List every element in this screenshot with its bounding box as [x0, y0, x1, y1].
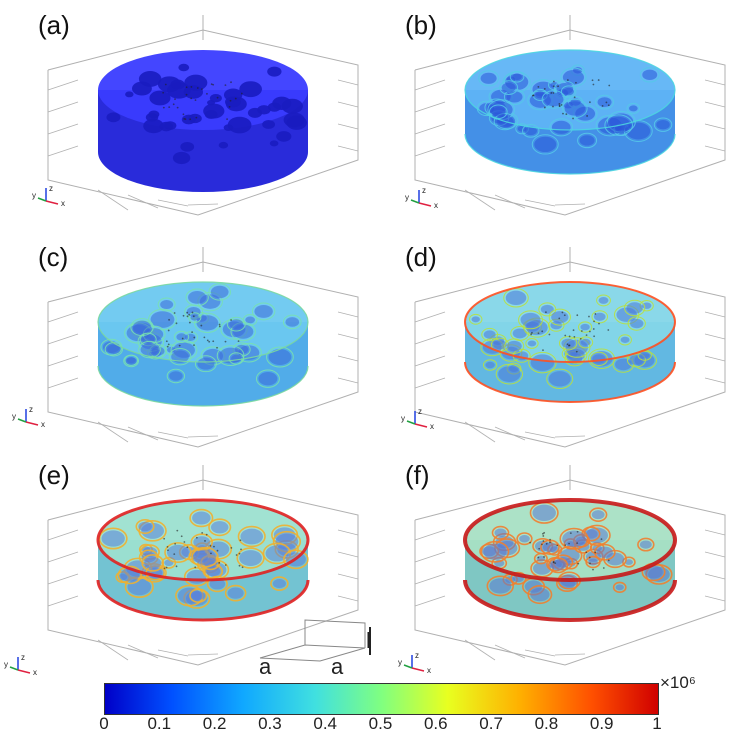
colorbar-tick-label: 0.7 — [479, 714, 503, 733]
panel-label-a: (a) — [38, 10, 70, 40]
axis-x-label: x — [61, 199, 65, 207]
panel-b: (b) — [405, 10, 736, 235]
bottom-rim — [96, 579, 310, 622]
axis-x-label: x — [430, 422, 434, 430]
top-rim — [464, 281, 676, 363]
top-rim — [97, 281, 309, 363]
colorbar-tick-label: 0.1 — [147, 714, 172, 733]
scale-label-height: l — [366, 628, 371, 653]
axis-triad-icon: zx y — [401, 407, 434, 430]
axis-y-label: y — [398, 658, 402, 667]
plot-a — [47, 15, 359, 216]
inclusions — [469, 288, 657, 390]
colorbar-tick-label: 0.9 — [589, 714, 614, 733]
colorbar-tick-label: 0.8 — [534, 714, 559, 733]
bottom-rim — [97, 365, 309, 407]
panel-c: (c) — [38, 242, 398, 467]
bounding-box-grid — [414, 15, 726, 216]
axis-y-label: y — [405, 193, 409, 202]
axis-triad-icon: zx y — [405, 186, 438, 209]
inclusions — [100, 283, 302, 388]
inclusions — [479, 501, 673, 605]
bounding-box-grid — [47, 465, 359, 666]
axis-z-label: z — [29, 405, 33, 414]
axis-y-label: y — [12, 412, 16, 421]
colorbar-tick-label: 0.2 — [202, 714, 227, 733]
panel-label-c: (c) — [38, 242, 69, 272]
axis-z-label: z — [418, 407, 422, 416]
axis-triad-icon: zx y — [12, 405, 45, 428]
top-rim — [96, 498, 310, 582]
inclusions — [476, 64, 673, 155]
inclusions — [106, 63, 307, 165]
panel-label-b: (b) — [405, 10, 437, 40]
plot-c — [47, 247, 359, 448]
axis-y-label: y — [32, 191, 36, 200]
axis-x-label: x — [434, 201, 438, 209]
scale-label-width: a — [259, 654, 272, 679]
plot-d — [414, 247, 726, 448]
bottom-rim — [464, 361, 676, 403]
top-rim — [464, 49, 676, 131]
axis-triad-icon: zx y — [4, 653, 37, 676]
plot-e — [47, 465, 359, 666]
axis-z-label: z — [49, 184, 53, 193]
axis-z-label: z — [422, 186, 426, 195]
axis-x-label: x — [427, 666, 431, 674]
axis-x-label: x — [33, 668, 37, 676]
colorbar — [104, 683, 659, 715]
colorbar-tick-label: 0.6 — [423, 714, 448, 733]
colorbar-exponent: ×10⁶ — [660, 673, 696, 692]
axis-triad-icon: zx y — [398, 651, 431, 674]
colorbar-tick-label: 1 — [652, 714, 662, 733]
axis-y-label: y — [401, 414, 405, 423]
bounding-box-grid — [414, 465, 726, 666]
bottom-rim — [463, 579, 677, 622]
panel-d: (d) — [405, 242, 736, 467]
colorbar-tick-label: 0 — [99, 714, 109, 733]
colorbar-tick-label: 0.3 — [258, 714, 282, 733]
plot-f — [414, 465, 726, 666]
colorbar-tick-label: 0.5 — [368, 714, 393, 733]
panel-f: (f) — [405, 460, 736, 685]
panel-e: (e) — [38, 460, 398, 685]
axis-z-label: z — [21, 653, 25, 662]
bounding-box-grid — [47, 247, 359, 448]
plot-b — [414, 15, 726, 216]
scale-label-depth: a — [331, 654, 344, 679]
panel-label-f: (f) — [405, 460, 430, 490]
axis-y-label: y — [4, 660, 8, 669]
bottom-rim — [464, 133, 676, 175]
panel-label-d: (d) — [405, 242, 437, 272]
panel-label-e: (e) — [38, 460, 70, 490]
scale-glyph — [259, 619, 371, 662]
bounding-box-grid — [47, 15, 359, 216]
axis-x-label: x — [41, 420, 45, 428]
panel-a: (a) — [38, 10, 398, 235]
top-rim — [463, 498, 677, 582]
colorbar-tick-label: 0.4 — [313, 714, 338, 733]
axis-z-label: z — [415, 651, 419, 660]
axis-triad-icon: zx y — [32, 184, 65, 207]
